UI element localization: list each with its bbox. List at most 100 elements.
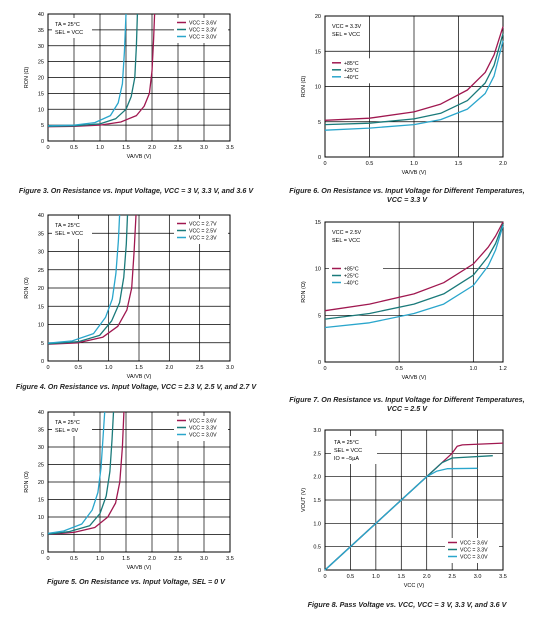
x-tick-label: 1.5: [135, 365, 143, 371]
y-tick-label: 1.0: [313, 521, 321, 527]
y-tick-label: 15: [315, 220, 321, 226]
figure-6-panel: 0 0.5 1.0 1.5 2.0 0 5 10 15 20 VA/VB (V) RON (Ω) VCC…: [272, 0, 541, 210]
y-tick-label: 15: [38, 91, 44, 97]
y-tick-label: 3.0: [313, 428, 321, 434]
y-tick-label: 10: [38, 323, 44, 329]
figure-5-chart: 0 0.5 1.0 1.5 2.0 2.5 3.0 3.5 0 5 10 15 20 25 30 35 40 VA…: [24, 410, 234, 571]
annotation-text: SEL = VCC: [55, 30, 83, 36]
y-tick-label: 0: [318, 568, 321, 574]
y-tick-label: 0: [41, 359, 44, 365]
series-line: [324, 225, 504, 329]
x-tick-label: 1.0: [105, 365, 113, 371]
y-tick-label: 15: [38, 498, 44, 504]
annotation-text: TA = 25°C: [55, 223, 80, 229]
y-tick-label: 10: [38, 515, 44, 521]
plot-frame: [324, 15, 504, 158]
y-tick-label: 5: [41, 533, 44, 539]
y-tick-label: 5: [41, 123, 44, 129]
y-tick-label: 2.5: [313, 451, 321, 457]
legend-label: VCC = 3.3V: [460, 548, 488, 554]
x-tick-label: 0.5: [347, 574, 355, 580]
x-tick-label: 1.2: [499, 366, 507, 372]
series-line: [47, 214, 137, 345]
legend-label: VCC = 2.5V: [189, 229, 217, 235]
figure-8-panel: 0 0.5 1.0 1.5 2.0 2.5 3.0 3.5 0 0.5 1.0 1.5 2.0 2.5 3.…: [272, 420, 541, 620]
y-tick-label: 20: [315, 14, 321, 20]
x-axis-label: VA/VB (V): [402, 375, 427, 381]
x-tick-label: 3.0: [474, 574, 482, 580]
x-tick-label: 3.5: [226, 556, 234, 562]
figure-5-panel: 0 0.5 1.0 1.5 2.0 2.5 3.0 3.5 0 5 10 15 20 25 30 35 40 VA…: [0, 405, 270, 605]
annotation-text: VCC = 3.3V: [332, 24, 362, 30]
series-line: [324, 40, 504, 131]
x-tick-label: 1.0: [410, 161, 418, 167]
figure-4-chart: 0 0.5 1.0 1.5 2.0 2.5 3.0 0 5 10 15 20 25 30 35 40 VA/VB…: [24, 213, 234, 380]
x-tick-label: 3.0: [226, 365, 234, 371]
plot-frame: [324, 221, 504, 363]
legend-label: VCC = 3.6V: [460, 541, 488, 547]
series-line: [47, 411, 125, 536]
y-tick-label: 25: [38, 60, 44, 66]
legend-label: VCC = 3.6V: [189, 21, 217, 27]
x-tick-label: 1.0: [96, 556, 104, 562]
series-line: [47, 13, 139, 128]
series-line: [324, 33, 504, 126]
series-line: [324, 467, 478, 571]
y-tick-label: 1.5: [313, 498, 321, 504]
x-tick-label: 0.5: [366, 161, 374, 167]
x-tick-label: 0: [323, 161, 326, 167]
x-axis-label: VCC (V): [404, 583, 425, 589]
x-tick-label: 3.0: [200, 556, 208, 562]
y-tick-label: 5: [41, 341, 44, 347]
y-tick-label: 20: [38, 286, 44, 292]
plot-frame: [47, 214, 231, 362]
figure-7-panel: 0 0.5 1.0 1.2 0 5 10 15 VA/VB (V) RON (Ω) VCC = 2.…: [272, 212, 541, 417]
x-tick-label: 2.0: [148, 145, 156, 151]
annotation-box: [52, 416, 92, 436]
y-tick-label: 15: [315, 49, 321, 55]
figure-4-panel: 0 0.5 1.0 1.5 2.0 2.5 3.0 0 5 10 15 20 25 30 35 40 VA/VB…: [0, 205, 270, 395]
annotation-text: TA = 25°C: [334, 440, 359, 446]
annotation-box: [331, 436, 377, 464]
y-axis-label: RON (Ω): [24, 67, 30, 89]
y-tick-label: 40: [38, 410, 44, 416]
x-axis-label: VA/VB (V): [127, 565, 152, 571]
x-tick-label: 2.0: [423, 574, 431, 580]
y-tick-label: 10: [38, 107, 44, 113]
figure-6-chart: 0 0.5 1.0 1.5 2.0 0 5 10 15 20 VA/VB (V) RON (Ω) VCC…: [301, 14, 507, 176]
x-tick-label: 0: [46, 145, 49, 151]
y-tick-label: 35: [38, 231, 44, 237]
y-tick-label: 5: [318, 120, 321, 126]
y-tick-label: 30: [38, 445, 44, 451]
x-tick-label: 1.5: [397, 574, 405, 580]
x-tick-label: 1.0: [96, 145, 104, 151]
series-line: [47, 411, 115, 535]
annotation-text: SEL = VCC: [334, 448, 362, 454]
annotation-text: SEL = 0V: [55, 428, 79, 434]
x-tick-label: 0.5: [70, 145, 78, 151]
legend-label: VCC = 3.0V: [189, 433, 217, 439]
legend-label: VCC = 2.3V: [189, 236, 217, 242]
x-tick-label: 0.5: [70, 556, 78, 562]
annotation-text: VCC = 2.5V: [332, 230, 362, 236]
y-axis-label: VOUT (V): [301, 488, 307, 512]
x-tick-label: 1.5: [122, 556, 130, 562]
x-tick-label: 1.0: [372, 574, 380, 580]
y-tick-label: 0: [41, 139, 44, 145]
figure-3-chart: 0 0.5 1.0 1.5 2.0 2.5 3.0 3.5 0 5 10 15 20 25 30 35 40 VA…: [24, 12, 234, 160]
figure-3-panel: 0 0.5 1.0 1.5 2.0 2.5 3.0 3.5 0 5 10 15 20 25 30 35 40 VA…: [0, 0, 270, 200]
series-line: [324, 221, 504, 312]
x-tick-label: 1.0: [470, 366, 478, 372]
y-axis-label: RON (Ω): [301, 281, 307, 303]
x-tick-label: 3.5: [226, 145, 234, 151]
legend-label: VCC = 3.3V: [189, 426, 217, 432]
x-tick-label: 0: [323, 366, 326, 372]
x-tick-label: 0: [46, 365, 49, 371]
legend-label: VCC = 3.3V: [189, 28, 217, 34]
y-tick-label: 40: [38, 213, 44, 219]
legend-label: VCC = 3.0V: [460, 555, 488, 561]
annotation-text: SEL = VCC: [55, 231, 83, 237]
y-tick-label: 35: [38, 28, 44, 34]
figure-8-caption: Figure 8. Pass Voltage vs. VCC, VCC = 3 …: [307, 600, 507, 609]
legend-label: +25°C: [344, 68, 359, 74]
